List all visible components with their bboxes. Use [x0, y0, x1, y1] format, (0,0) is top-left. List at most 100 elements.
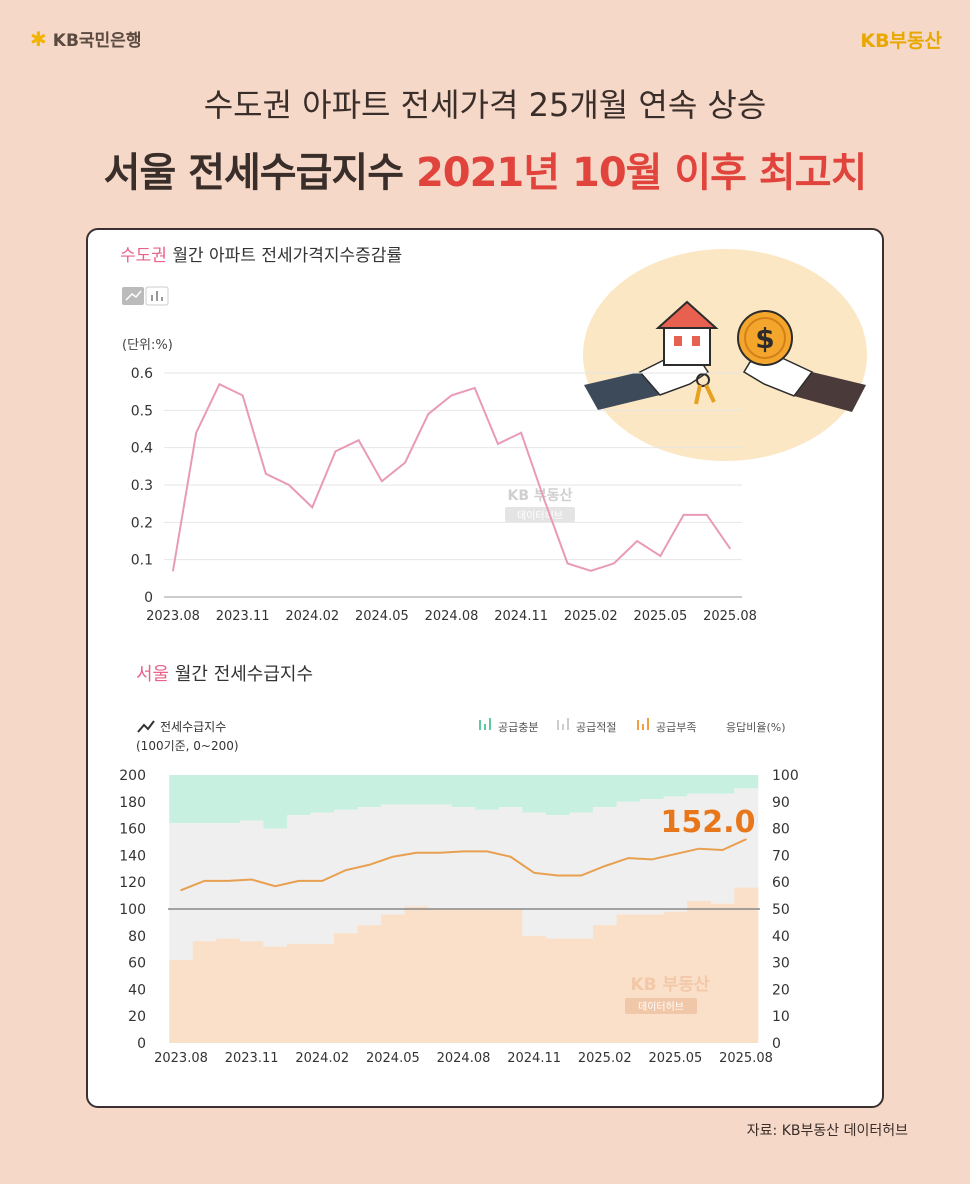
chart1-point — [659, 555, 662, 557]
chart1-point — [288, 484, 290, 486]
kb-star-icon: ✱ — [30, 26, 47, 51]
chart1-point — [218, 383, 221, 386]
adequate-bar — [286, 815, 311, 944]
chart2-point — [415, 851, 418, 854]
chart2-point — [203, 880, 206, 882]
shortage-bar — [569, 938, 594, 1043]
chart2-point — [439, 851, 441, 854]
chart1-point — [613, 562, 615, 565]
chart2-ytick-left: 180 — [119, 795, 146, 811]
chart2-point — [651, 858, 653, 861]
sufficient-bar — [428, 775, 453, 805]
chart2-ytick-left: 140 — [119, 848, 146, 864]
chart2-ytick-right: 0 — [772, 1036, 781, 1052]
chart2-ytick-right: 40 — [772, 929, 790, 945]
title-line-2-b: 2021년 10월 이후 최고치 — [415, 150, 867, 196]
kb-bank-logo: ✱ KB국민은행 — [30, 26, 142, 52]
chart2-point — [344, 869, 347, 871]
chart1-point — [172, 570, 174, 572]
legend-swatch-icon — [557, 718, 569, 730]
shortage-bar — [522, 935, 547, 1043]
sufficient-bar — [451, 775, 476, 808]
adequate-bar — [263, 828, 288, 947]
legend-line-label: 전세수급지수 — [160, 720, 226, 734]
shortage-bar — [263, 946, 288, 1043]
chart2-ytick-left: 200 — [119, 768, 146, 784]
sufficient-bar — [169, 775, 194, 824]
chart2-point — [509, 855, 512, 858]
chart2-point — [274, 885, 276, 888]
chart2-ytick-right: 90 — [772, 795, 790, 811]
legend-item-label: 공급부족 — [656, 721, 696, 734]
chart1-point — [589, 570, 592, 572]
shortage-bar — [663, 911, 688, 1043]
title-line-2-a: 서울 전세수급지수 — [103, 150, 404, 196]
chart2-point — [180, 889, 182, 892]
chart2-ytick-left: 20 — [128, 1009, 146, 1025]
adequate-bar — [687, 793, 712, 901]
sufficient-bar — [498, 775, 523, 808]
chart2-xtick-label: 2023.08 — [154, 1051, 208, 1066]
chart2-ytick-right: 10 — [772, 1009, 790, 1025]
shortage-bar — [381, 914, 406, 1043]
adequate-bar — [545, 815, 570, 939]
shortage-bar — [475, 909, 500, 1043]
chart2-ytick-left: 40 — [128, 982, 146, 998]
shortage-bar — [592, 925, 618, 1043]
sufficient-bar — [475, 775, 500, 810]
adequate-bar — [451, 807, 476, 909]
chart2-ytick-left: 0 — [137, 1036, 146, 1052]
shortage-bar — [286, 943, 311, 1043]
watermark-bottom-2: 데이터허브 — [638, 1001, 684, 1013]
shortage-bar — [404, 906, 429, 1043]
brand-left-label: KB국민은행 — [52, 31, 142, 51]
shortage-bar — [428, 909, 453, 1043]
shortage-bar — [616, 914, 641, 1043]
shortage-bar — [357, 925, 382, 1043]
shortage-bar — [687, 900, 712, 1043]
source-note: 자료: KB부동산 데이터허브 — [746, 1123, 908, 1139]
sufficient-bar — [239, 775, 264, 821]
chart1-xtick-label: 2024.05 — [355, 609, 409, 624]
chart1-ytick-label: 0.6 — [131, 366, 153, 382]
chart2-point — [227, 880, 229, 882]
chart2-highlight-label: 152.0 — [661, 805, 756, 840]
chart2-ytick-right: 60 — [772, 875, 790, 891]
chart2-ytick-right: 80 — [772, 822, 790, 838]
chart1-ytick-label: 0 — [144, 590, 153, 606]
shortage-bar — [239, 941, 264, 1043]
chart2-xtick-label: 2023.11 — [225, 1051, 279, 1066]
sufficient-bar — [334, 775, 359, 810]
watermark-bottom-1: KB 부동산 — [631, 975, 710, 995]
chart1-ytick-label: 0.4 — [131, 441, 153, 457]
chart1-point — [357, 439, 360, 442]
sufficient-bar — [545, 775, 570, 816]
title-line-1: 수도권 아파트 전세가격 25개월 연속 상승 — [203, 86, 767, 124]
illustration-background — [583, 249, 867, 461]
chart1-title-highlight: 수도권 — [120, 246, 167, 266]
chart2-point — [603, 865, 606, 867]
chart2-ytick-right: 70 — [772, 848, 790, 864]
adequate-bar — [192, 823, 217, 942]
chart2-ytick-left: 120 — [119, 875, 146, 891]
chart1-point — [404, 461, 406, 464]
chart2-ytick-right: 100 — [772, 768, 799, 784]
adequate-bar — [310, 812, 335, 944]
kb-realestate-logo: KB부동산 — [860, 30, 942, 52]
sufficient-bar — [286, 775, 311, 816]
chart1-point — [566, 562, 569, 565]
chart2-xtick-label: 2024.11 — [507, 1051, 561, 1066]
chart2-point — [462, 850, 465, 853]
chart2-point — [392, 855, 394, 858]
chart2-point — [297, 880, 300, 882]
chart2-xtick-label: 2025.08 — [719, 1051, 773, 1066]
chart1-point — [334, 450, 337, 453]
chart1-xtick-label: 2024.11 — [494, 609, 548, 624]
chart1-ytick-label: 0.2 — [131, 515, 153, 531]
adequate-bar — [169, 823, 194, 960]
sufficient-bar — [592, 775, 618, 808]
chart2-title-rest: 월간 전세수급지수 — [169, 664, 313, 685]
chart1-xtick-label: 2025.08 — [703, 609, 757, 624]
house-window-right — [692, 336, 700, 346]
